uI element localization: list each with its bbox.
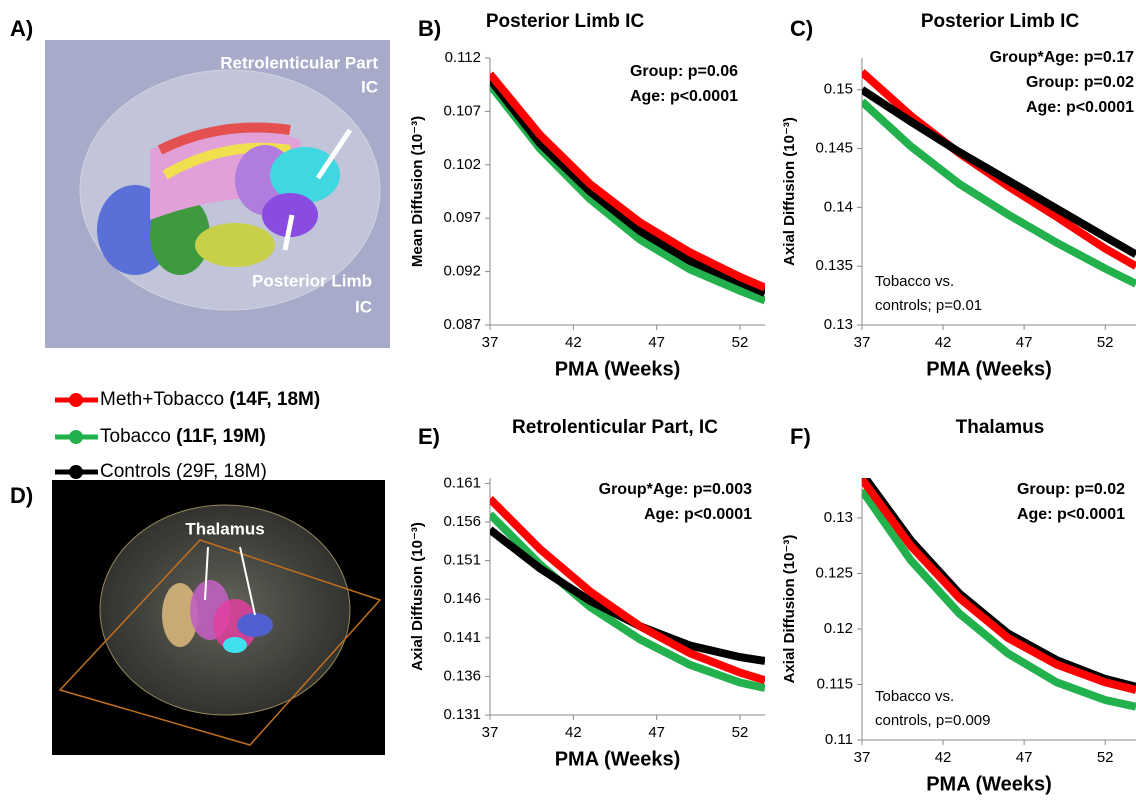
- plot-area: [490, 496, 765, 692]
- y-tick-label: 0.107: [443, 102, 481, 119]
- x-tick-label: 37: [854, 749, 871, 766]
- y-tick-label: 0.092: [443, 263, 481, 280]
- annotation: Age: p<0.0001: [1026, 99, 1134, 116]
- panel-label: A): [10, 16, 33, 41]
- image-label: IC: [355, 297, 372, 316]
- annotation: Age: p<0.0001: [644, 506, 752, 523]
- fit-curve: [862, 69, 1136, 270]
- annotation: Group: p=0.02: [1017, 481, 1125, 498]
- x-axis-label: PMA (Weeks): [926, 773, 1052, 795]
- y-axis-label: Axial Diffusion (10⁻³): [781, 117, 798, 266]
- x-tick-label: 52: [732, 334, 749, 351]
- x-tick-label: 42: [565, 724, 582, 741]
- y-axis-label: Axial Diffusion (10⁻³): [781, 535, 798, 684]
- image-label: Posterior Limb: [252, 271, 372, 290]
- annotation: Group: p=0.06: [630, 63, 738, 80]
- fit-curve: [862, 487, 1136, 711]
- legend-marker: [69, 393, 83, 407]
- y-tick-label: 0.13: [824, 316, 853, 333]
- annotation: Group*Age: p=0.17: [990, 49, 1135, 66]
- y-tick-label: 0.097: [443, 209, 481, 226]
- chart-title: Posterior Limb IC: [921, 11, 1080, 32]
- x-axis-label: PMA (Weeks): [555, 358, 681, 380]
- legend-marker: [69, 430, 83, 444]
- x-tick-label: 47: [1016, 749, 1033, 766]
- x-tick-label: 37: [854, 334, 871, 351]
- x-axis-label: PMA (Weeks): [555, 748, 681, 770]
- note: controls; p=0.01: [875, 297, 982, 314]
- fit-curve: [862, 478, 1136, 694]
- plot-area: [862, 69, 1136, 288]
- x-tick-label: 52: [1097, 749, 1114, 766]
- plot-area: [490, 71, 765, 305]
- legend-label: Meth+Tobacco (14F, 18M): [100, 389, 320, 410]
- note: Tobacco vs.: [875, 688, 954, 705]
- y-tick-label: 0.115: [817, 675, 853, 692]
- annotation: Age: p<0.0001: [1017, 506, 1125, 523]
- y-axis-label: Axial Diffusion (10⁻³): [409, 522, 426, 671]
- y-tick-label: 0.141: [443, 629, 481, 646]
- x-tick-label: 52: [732, 724, 749, 741]
- y-tick-label: 0.14: [824, 198, 853, 215]
- x-tick-label: 52: [1097, 334, 1114, 351]
- legend-label: Tobacco (11F, 19M): [100, 426, 266, 447]
- fit-curve: [490, 71, 765, 292]
- fit-curve: [862, 86, 1136, 258]
- panel-label: E): [418, 424, 440, 449]
- y-tick-label: 0.112: [445, 49, 481, 66]
- y-tick-label: 0.11: [825, 731, 853, 748]
- y-tick-label: 0.145: [815, 140, 853, 157]
- y-tick-label: 0.125: [815, 564, 853, 581]
- panel-label: C): [790, 16, 813, 41]
- legend-label: Controls (29F, 18M): [100, 461, 267, 482]
- annotation: Group*Age: p=0.003: [599, 481, 752, 498]
- annotation: Age: p<0.0001: [630, 88, 738, 105]
- x-tick-label: 42: [565, 334, 582, 351]
- x-tick-label: 42: [935, 749, 952, 766]
- legend: Meth+Tobacco (14F, 18M) Tobacco (11F, 19…: [55, 389, 320, 482]
- fit-curve: [862, 98, 1136, 288]
- image-label: Thalamus: [185, 519, 264, 538]
- chart-title: Posterior Limb IC: [486, 11, 645, 32]
- chart-title: Retrolenticular Part, IC: [512, 417, 718, 438]
- brain-image-d: [52, 480, 385, 755]
- panel-label: B): [418, 16, 441, 41]
- x-axis-label: PMA (Weeks): [926, 358, 1052, 380]
- panel-label: F): [790, 424, 811, 449]
- chart-title: Thalamus: [956, 417, 1045, 438]
- y-tick-label: 0.136: [443, 667, 481, 684]
- y-tick-label: 0.151: [443, 552, 481, 569]
- y-tick-label: 0.135: [815, 257, 853, 274]
- y-tick-label: 0.131: [443, 706, 481, 723]
- y-tick-label: 0.102: [443, 156, 481, 173]
- y-tick-label: 0.087: [443, 316, 481, 333]
- x-tick-label: 47: [1016, 334, 1033, 351]
- fit-curve: [490, 496, 765, 685]
- annotation: Group: p=0.02: [1026, 74, 1134, 91]
- y-tick-label: 0.12: [824, 620, 853, 637]
- y-tick-label: 0.156: [443, 513, 481, 530]
- x-tick-label: 37: [482, 724, 499, 741]
- plot-area: [862, 478, 1136, 711]
- note: controls, p=0.009: [875, 712, 991, 729]
- x-tick-label: 47: [648, 334, 665, 351]
- note: Tobacco vs.: [875, 273, 954, 290]
- brain-image-a: [45, 40, 390, 348]
- x-tick-label: 37: [482, 334, 499, 351]
- y-tick-label: 0.146: [443, 590, 481, 607]
- image-label: IC: [361, 77, 378, 96]
- y-tick-label: 0.13: [824, 509, 853, 526]
- panel-label: D): [10, 483, 33, 508]
- y-axis-label: Mean Diffusion (10⁻³): [409, 116, 426, 267]
- legend-marker: [69, 465, 83, 479]
- fit-curve: [490, 526, 765, 665]
- y-tick-label: 0.161: [443, 474, 481, 491]
- x-tick-label: 47: [648, 724, 665, 741]
- image-label: Retrolenticular Part: [220, 53, 378, 72]
- x-tick-label: 42: [935, 334, 952, 351]
- y-tick-label: 0.15: [824, 81, 853, 98]
- fit-curve: [490, 76, 765, 297]
